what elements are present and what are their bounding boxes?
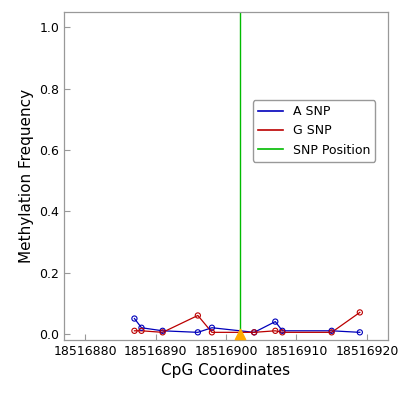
Point [160, 328, 166, 334]
Point [195, 312, 201, 319]
Legend: A SNP, G SNP, SNP Position: A SNP, G SNP, SNP Position [253, 100, 375, 162]
Point [357, 309, 363, 316]
Point [251, 329, 257, 336]
Point [209, 324, 215, 331]
Point [160, 329, 166, 336]
Point [357, 329, 363, 336]
Point [195, 329, 201, 336]
Point [209, 329, 215, 336]
Point [131, 328, 138, 334]
Point [279, 329, 286, 336]
X-axis label: CpG Coordinates: CpG Coordinates [162, 364, 290, 378]
Point [272, 318, 278, 325]
Point [328, 328, 335, 334]
Point [328, 329, 335, 336]
Point [272, 328, 278, 334]
Point [279, 328, 286, 334]
Point [237, 331, 243, 337]
Point [138, 324, 145, 331]
Y-axis label: Methylation Frequency: Methylation Frequency [18, 89, 34, 263]
Point [251, 329, 257, 336]
Point [138, 328, 145, 334]
Point [131, 315, 138, 322]
